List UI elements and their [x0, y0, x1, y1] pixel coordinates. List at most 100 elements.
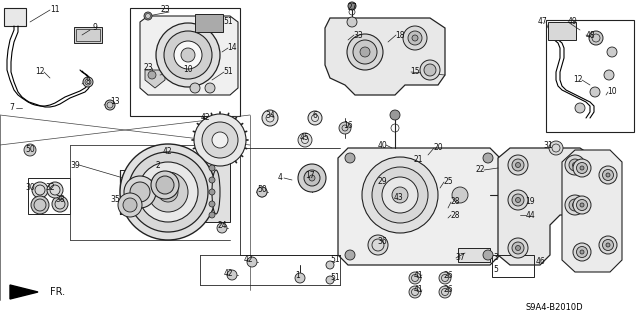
Circle shape [209, 177, 215, 183]
Text: 48: 48 [585, 31, 595, 40]
Circle shape [217, 223, 227, 233]
Circle shape [403, 26, 427, 50]
Circle shape [382, 177, 418, 213]
Circle shape [151, 171, 179, 199]
Circle shape [144, 12, 152, 20]
Circle shape [439, 272, 451, 284]
Circle shape [181, 48, 195, 62]
Circle shape [573, 196, 591, 214]
Text: 34: 34 [265, 110, 275, 120]
Text: 18: 18 [396, 31, 404, 40]
Circle shape [353, 40, 377, 64]
Text: 49: 49 [567, 18, 577, 26]
Circle shape [606, 173, 610, 177]
Polygon shape [140, 16, 238, 95]
Circle shape [212, 132, 228, 148]
Text: 28: 28 [451, 211, 460, 219]
Circle shape [209, 165, 215, 171]
Circle shape [573, 243, 591, 261]
Text: 42: 42 [243, 256, 253, 264]
Circle shape [257, 187, 267, 197]
Circle shape [148, 172, 188, 212]
Circle shape [105, 100, 115, 110]
Circle shape [577, 247, 588, 257]
Circle shape [209, 212, 215, 218]
Circle shape [123, 198, 137, 212]
Circle shape [47, 182, 63, 198]
Circle shape [309, 175, 315, 181]
Circle shape [508, 155, 528, 175]
Text: 28: 28 [451, 197, 460, 206]
Text: 26: 26 [443, 271, 453, 279]
Bar [492, 255, 534, 277]
Circle shape [515, 246, 520, 250]
Circle shape [392, 187, 408, 203]
Circle shape [32, 182, 48, 198]
Circle shape [573, 203, 577, 207]
Text: 37: 37 [455, 254, 465, 263]
Text: 19: 19 [525, 197, 535, 206]
Circle shape [599, 166, 617, 184]
Circle shape [577, 199, 588, 211]
Circle shape [372, 167, 428, 223]
Circle shape [483, 153, 493, 163]
Circle shape [124, 176, 156, 208]
Circle shape [348, 2, 356, 10]
Circle shape [83, 77, 93, 87]
Circle shape [295, 273, 305, 283]
Circle shape [308, 111, 322, 125]
Circle shape [512, 159, 524, 171]
Text: 46: 46 [535, 257, 545, 266]
Text: 20: 20 [433, 144, 443, 152]
Text: 17: 17 [305, 170, 315, 180]
Text: 7: 7 [10, 103, 15, 113]
Circle shape [565, 195, 585, 215]
Bar [205, 162, 230, 222]
Text: 10: 10 [183, 65, 193, 75]
Circle shape [362, 157, 438, 233]
Circle shape [512, 194, 524, 206]
Circle shape [347, 17, 357, 27]
Bar [74, 27, 102, 43]
Bar [195, 14, 223, 32]
Polygon shape [458, 248, 490, 262]
Text: 47: 47 [537, 18, 547, 26]
Text: 42: 42 [223, 269, 233, 278]
Circle shape [304, 170, 320, 186]
Circle shape [420, 60, 440, 80]
Circle shape [508, 190, 528, 210]
Circle shape [602, 169, 614, 181]
Circle shape [515, 197, 520, 203]
Circle shape [130, 182, 150, 202]
Text: 51: 51 [223, 18, 233, 26]
Circle shape [257, 187, 267, 197]
Circle shape [298, 164, 326, 192]
Circle shape [409, 286, 421, 298]
Circle shape [156, 176, 174, 194]
Text: 40: 40 [377, 140, 387, 150]
Text: 12: 12 [35, 68, 45, 77]
Circle shape [512, 242, 524, 254]
Circle shape [577, 162, 588, 174]
Text: 15: 15 [410, 68, 420, 77]
Circle shape [118, 193, 142, 217]
Text: FR.: FR. [50, 287, 65, 297]
Text: 24: 24 [217, 220, 227, 229]
Text: 35: 35 [110, 196, 120, 204]
Polygon shape [10, 285, 38, 299]
Text: 10: 10 [607, 87, 617, 97]
Circle shape [590, 87, 600, 97]
Text: 41: 41 [413, 286, 423, 294]
Text: 4: 4 [278, 174, 282, 182]
Circle shape [424, 64, 436, 76]
Circle shape [205, 83, 215, 93]
Circle shape [247, 257, 257, 267]
Circle shape [607, 47, 617, 57]
Text: 50: 50 [25, 145, 35, 154]
Circle shape [452, 187, 468, 203]
Text: 21: 21 [413, 155, 423, 165]
Circle shape [24, 144, 36, 156]
Text: 2: 2 [156, 160, 161, 169]
Text: 51: 51 [223, 68, 233, 77]
Circle shape [209, 201, 215, 207]
